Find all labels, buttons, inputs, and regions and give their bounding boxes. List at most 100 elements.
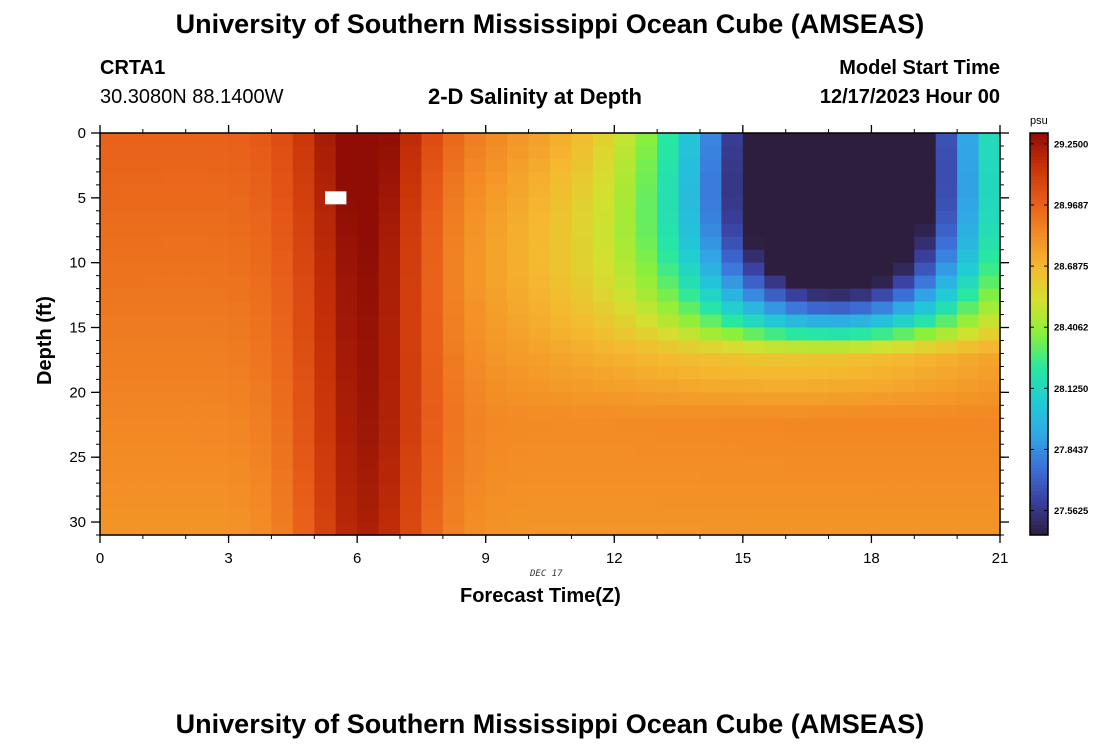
heatmap-cell [292,457,315,471]
heatmap-cell [164,392,187,406]
heatmap-cell [421,457,444,471]
heatmap-cell [100,275,123,290]
heatmap-cell [250,392,273,406]
colorbar-segment [1030,320,1048,325]
colorbar-segment [1030,504,1048,509]
heatmap-cell [528,249,551,264]
colorbar-segment [1030,344,1048,348]
heatmap-cell [914,444,937,458]
heatmap-cell [421,405,444,419]
heatmap-cell [550,314,573,329]
heatmap-cell [142,353,165,368]
heatmap-cell [185,509,208,523]
heatmap-cell [978,444,1001,458]
heatmap-cell [571,392,594,406]
heatmap-cell [571,340,594,355]
heatmap-cell [485,171,508,186]
heatmap-cell [764,522,787,536]
heatmap-cell [700,392,723,406]
colorbar-segment [1030,377,1048,382]
heatmap-cell [892,171,915,186]
heatmap-cell [357,288,380,303]
heatmap-cell [957,392,980,406]
heatmap-cell [464,431,487,445]
heatmap-cell [378,262,401,277]
heatmap-cell [550,197,573,212]
heatmap-cell [228,483,251,497]
heatmap-cell [335,444,358,458]
heatmap-cell [185,366,208,380]
heatmap-cell [314,171,337,186]
heatmap-cell [850,236,873,251]
heatmap-cell [142,158,165,173]
heatmap-cell [764,483,787,497]
heatmap-cell [742,158,765,173]
heatmap-cell [914,145,937,160]
heatmap-cell [121,145,144,160]
heatmap-cell [550,171,573,186]
heatmap-cell [271,223,294,238]
heatmap-cell [807,496,830,510]
heatmap-cell [957,431,980,445]
heatmap-cell [164,301,187,316]
heatmap-cell [250,444,273,458]
heatmap-cell [892,405,915,419]
heatmap-cell [935,262,958,277]
heatmap-cell [614,431,637,445]
heatmap-cell [464,457,487,471]
heatmap-cell [978,392,1001,406]
heatmap-cell [292,223,315,238]
heatmap-cell [935,133,958,147]
date-annotation: DEC 17 [530,569,563,579]
heatmap-cell [978,340,1001,355]
heatmap-cell [292,249,315,264]
heatmap-cell [228,327,251,342]
heatmap-cell [635,340,658,355]
heatmap-cell [828,275,851,290]
heatmap-cell [335,405,358,419]
heatmap-cell [314,457,337,471]
heatmap-cell [100,483,123,497]
heatmap-cell [207,418,230,432]
colorbar-segment [1030,421,1048,425]
heatmap-cell [914,366,937,380]
heatmap-cell [121,262,144,277]
heatmap-cell [121,353,144,368]
colorbar-segment [1030,387,1048,392]
heatmap-cell [614,509,637,523]
heatmap-cell [100,418,123,432]
heatmap-cell [442,197,465,212]
heatmap-cell [507,184,530,199]
heatmap-cell [442,470,465,484]
heatmap-cell [528,353,551,368]
heatmap-cell [335,262,358,277]
heatmap-cell [850,340,873,355]
heatmap-cell [957,379,980,393]
heatmap-cell [721,431,744,445]
heatmap-cell [914,262,937,277]
heatmap-cell [207,288,230,303]
heatmap-cell [335,496,358,510]
heatmap-cell [828,301,851,316]
heatmap-cell [100,496,123,510]
heatmap-cell [721,444,744,458]
heatmap-cell [764,340,787,355]
heatmap-cell [507,483,530,497]
heatmap-cell [207,457,230,471]
colorbar-segment [1030,216,1048,221]
heatmap-cell [892,392,915,406]
heatmap-cell [507,301,530,316]
heatmap-cell [742,418,765,432]
heatmap-cell [571,197,594,212]
heatmap-cell [185,223,208,238]
heatmap-cell [528,509,551,523]
heatmap-cell [978,158,1001,173]
heatmap-cell [700,249,723,264]
heatmap-cell [228,444,251,458]
heatmap-cell [678,236,701,251]
colorbar-segment [1030,394,1048,399]
heatmap-cell [828,262,851,277]
heatmap-cell [592,431,615,445]
heatmap-cell [635,366,658,380]
heatmap-cell [871,366,894,380]
